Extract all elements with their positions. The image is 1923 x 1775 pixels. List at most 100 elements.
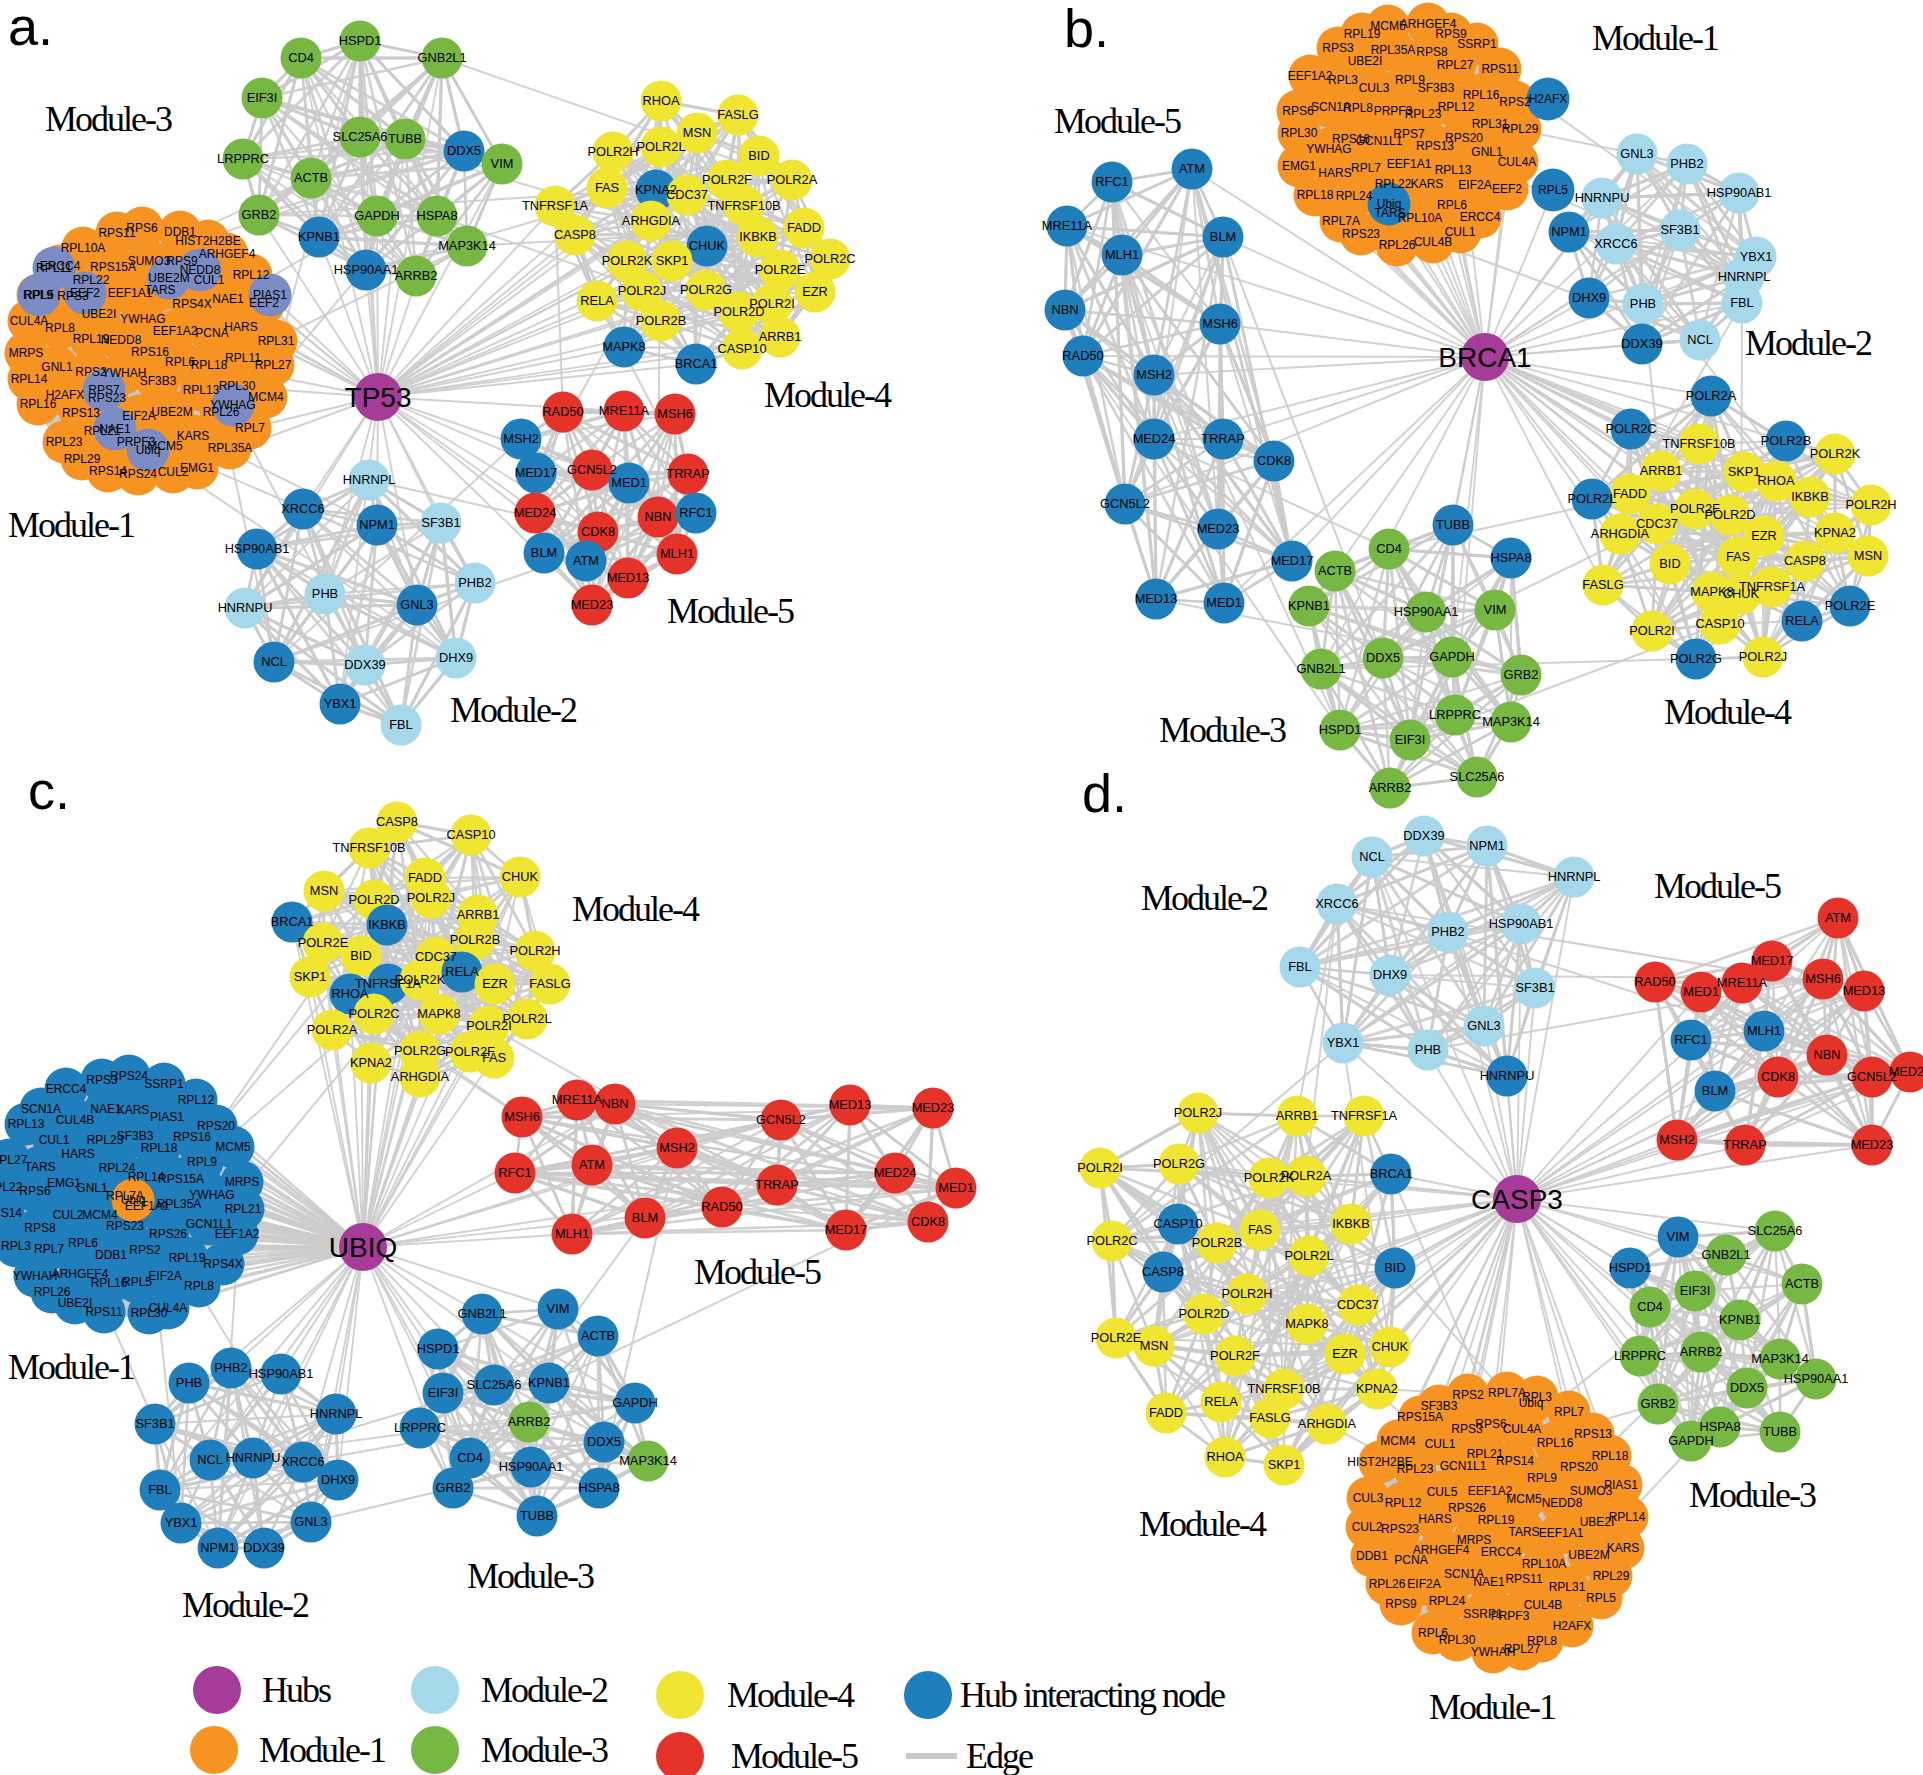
svg-text:RPL29: RPL29 [64,452,101,466]
svg-text:CD4: CD4 [457,1450,483,1465]
svg-text:TARS: TARS [24,1160,55,1174]
svg-text:YBX1: YBX1 [324,696,357,711]
svg-text:MAPK8: MAPK8 [602,339,645,354]
svg-text:MED17: MED17 [515,465,558,480]
svg-text:UBE2M: UBE2M [151,405,192,419]
svg-text:GNL3: GNL3 [1467,1018,1500,1033]
svg-text:RPL10A: RPL10A [1522,1557,1567,1571]
svg-text:Ubiq: Ubiq [121,1193,146,1207]
svg-text:HARS: HARS [224,320,257,334]
svg-text:RPL16: RPL16 [1537,1436,1574,1450]
svg-text:NBN: NBN [644,509,671,524]
svg-text:EIF3I: EIF3I [1680,1283,1711,1298]
svg-text:RPS13: RPS13 [1574,1427,1612,1441]
svg-text:RHOA: RHOA [643,93,680,108]
svg-text:ARHGDIA: ARHGDIA [391,1069,450,1084]
svg-text:CUL4A: CUL4A [1498,155,1537,169]
svg-text:MLH1: MLH1 [660,546,694,561]
svg-text:MED24: MED24 [1133,431,1176,446]
svg-text:RPL12: RPL12 [178,1093,215,1107]
svg-text:CASP10: CASP10 [1695,616,1744,631]
svg-text:CASP8: CASP8 [554,227,596,242]
svg-text:SSRP1: SSRP1 [1463,1607,1503,1621]
svg-text:RPL5: RPL5 [1538,183,1568,197]
svg-text:RPL8: RPL8 [1527,1634,1557,1648]
svg-text:Module-4: Module-4 [764,375,892,415]
svg-text:CDK8: CDK8 [581,524,615,539]
svg-text:GCN5L2: GCN5L2 [756,1112,806,1127]
svg-text:MSH2: MSH2 [659,1140,695,1155]
svg-text:EIF2A: EIF2A [1458,178,1491,192]
svg-text:EEF1A1: EEF1A1 [1539,1526,1584,1540]
svg-text:a.: a. [8,0,53,56]
svg-text:RPL29: RPL29 [1502,122,1539,136]
svg-text:RPL23: RPL23 [46,435,83,449]
svg-text:MED13: MED13 [1843,983,1886,998]
svg-text:HNRNPU: HNRNPU [1480,1068,1535,1083]
svg-text:RPS4X: RPS4X [203,1257,242,1271]
svg-text:TP53: TP53 [345,382,412,413]
svg-text:FASLG: FASLG [1582,577,1623,592]
svg-text:DDX39: DDX39 [243,1540,284,1555]
svg-text:UBE2M: UBE2M [1568,1548,1609,1562]
svg-text:RPL12: RPL12 [1385,1496,1422,1510]
svg-text:KPNB1: KPNB1 [1719,1312,1761,1327]
svg-text:EMG1: EMG1 [47,1176,81,1190]
svg-text:RPL16: RPL16 [1463,88,1500,102]
svg-text:HSPA8: HSPA8 [1490,550,1531,565]
svg-text:b.: b. [1064,0,1109,58]
svg-text:RPL22: RPL22 [0,1180,23,1194]
svg-text:MSN: MSN [1854,548,1882,563]
svg-text:SF3B3: SF3B3 [1418,81,1455,95]
svg-text:SF3B1: SF3B1 [135,1416,174,1431]
svg-text:NCL: NCL [1687,332,1713,347]
svg-text:RPL24: RPL24 [1336,189,1373,203]
svg-text:Hubs: Hubs [262,1670,331,1710]
svg-text:FBL: FBL [1730,295,1753,310]
svg-text:FAS: FAS [482,1050,506,1065]
svg-text:KPNA2: KPNA2 [1356,1381,1398,1396]
svg-text:Edge: Edge [966,1736,1033,1775]
svg-text:EZR: EZR [1751,528,1777,543]
svg-text:CUL3: CUL3 [1359,81,1390,95]
svg-text:GNB2L1: GNB2L1 [1296,661,1345,676]
svg-text:POLR2F: POLR2F [1210,1348,1260,1363]
svg-text:Module-3: Module-3 [45,99,172,139]
svg-text:SUMO3: SUMO3 [128,254,171,268]
svg-text:YWHAH: YWHAH [13,1269,58,1283]
svg-text:HSPD1: HSPD1 [1609,1260,1652,1275]
svg-text:HNRNPL: HNRNPL [343,472,396,487]
svg-text:FBL: FBL [1288,959,1311,974]
svg-text:MAP3K14: MAP3K14 [438,238,496,253]
svg-text:VIM: VIM [1667,1229,1690,1244]
svg-text:CUL1: CUL1 [1445,225,1476,239]
svg-text:RPL10A: RPL10A [61,241,106,255]
svg-text:MRE11A: MRE11A [1042,218,1093,233]
svg-text:KARS: KARS [117,1103,150,1117]
svg-text:BRCA1: BRCA1 [1370,1166,1413,1181]
svg-text:FASLG: FASLG [529,976,570,991]
svg-text:NPM1: NPM1 [359,517,395,532]
svg-text:YWHAG: YWHAG [189,1188,234,1202]
svg-text:MRPS: MRPS [225,1175,260,1189]
svg-text:Module-2: Module-2 [1745,323,1872,363]
svg-text:RPL8: RPL8 [184,1279,214,1293]
svg-text:CHUK: CHUK [689,238,726,253]
svg-text:RPS2: RPS2 [1499,95,1531,109]
svg-text:FAS: FAS [595,180,619,195]
svg-text:SLC25A6: SLC25A6 [1748,1223,1803,1238]
svg-text:NCL: NCL [261,654,287,669]
svg-text:RPL7: RPL7 [235,421,265,435]
svg-text:Module-3: Module-3 [1159,710,1286,750]
svg-text:MLH1: MLH1 [1747,1023,1781,1038]
svg-text:GNL1: GNL1 [76,1181,108,1195]
svg-text:GNL3: GNL3 [400,597,433,612]
svg-text:RPS3: RPS3 [1322,41,1354,55]
svg-text:UBE2I: UBE2I [82,307,117,321]
svg-text:NBN: NBN [1813,1047,1840,1062]
svg-text:MED1: MED1 [938,1180,974,1195]
svg-text:CASP10: CASP10 [717,341,766,356]
svg-text:DHX9: DHX9 [439,650,473,665]
svg-text:SCN1A: SCN1A [1311,100,1351,114]
svg-text:POLR2B: POLR2B [450,932,501,947]
